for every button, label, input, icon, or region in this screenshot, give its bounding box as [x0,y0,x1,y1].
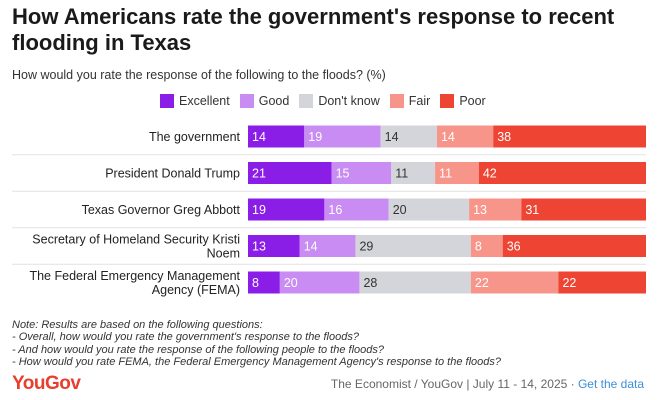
data-label: 14 [385,130,399,144]
bar-row: The government 14 19 14 14 38 [149,125,646,148]
legend-label-excellent: Excellent [179,94,230,108]
bar-segment [359,271,471,294]
bar-segment [469,198,522,221]
data-label: 11 [395,167,408,181]
legend-label-poor: Poor [459,94,486,108]
data-label: 14 [252,130,266,144]
bar-segment [248,271,280,294]
legend-item-dont-know: Don't know [299,94,380,108]
legend-item-poor: Poor [440,94,486,108]
bar-segment [248,235,300,257]
bar-segment [435,162,479,184]
legend-label-dont-know: Don't know [318,94,380,108]
bar-row: President Donald Trump 21 15 11 11 42 [105,162,646,184]
legend-label-fair: Fair [408,94,431,108]
legend-swatch-dont-know [299,94,314,108]
legend-swatch-good [239,94,254,108]
data-label: 20 [393,203,407,217]
category-label: Secretary of Homeland Security Kristi [32,233,240,247]
legend-item-good: Good [239,94,290,108]
data-label: 13 [473,203,487,217]
data-label: 28 [363,276,377,290]
category-label: The government [149,130,241,144]
get-the-data-link[interactable]: Get the data [577,377,644,391]
data-label: 14 [304,240,318,254]
data-label: 42 [483,167,497,181]
data-label: 16 [328,203,342,217]
data-label: 38 [497,130,511,144]
bar-segment [331,162,392,184]
data-label: 29 [359,240,373,254]
stacked-bar-chart: The government 14 19 14 14 38 President Donald… [12,125,646,297]
data-label: 22 [475,276,489,290]
bar-segment [478,162,646,184]
category-label: President Donald Trump [105,167,240,181]
legend-swatch-poor [440,94,455,108]
data-label: 8 [475,240,482,254]
bar-segment [470,235,503,257]
source-text: The Economist / YouGov | July 11 - 14, 2… [330,377,578,391]
note-line: Note: Results are based on the following… [12,319,263,331]
source-line: The Economist / YouGov | July 11 - 14, 2… [331,377,644,391]
bar-segment [299,235,356,257]
chart-title: How Americans rate the government's resp… [12,4,615,55]
bar-row: Secretary of Homeland Security KristiNoe… [32,233,646,261]
note-line: - Overall, how would you rate the govern… [12,331,359,344]
data-label: 15 [336,167,350,181]
note: Note: Results are based on the following… [12,319,501,369]
bar-segment [324,198,389,221]
data-label: 19 [252,203,266,217]
data-label: 13 [252,240,266,254]
bar-segment [248,125,305,148]
category-label: Texas Governor Greg Abbott [82,203,241,217]
legend-label-good: Good [258,94,290,108]
bar-segment [558,271,646,294]
data-label: 11 [439,167,452,181]
bar-segment [493,125,646,148]
bar-segment [470,271,559,294]
legend-item-excellent: Excellent [160,94,230,108]
data-label: 8 [252,276,259,290]
bar-segment [388,198,470,221]
bar-segment [248,162,332,184]
yougov-logo: YouGov [12,373,81,394]
legend-swatch-excellent [160,94,174,108]
legend: Excellent Good Don't know Fair Poor [160,94,486,108]
data-label: 21 [252,167,266,181]
category-label: Agency (FEMA) [152,283,240,297]
bar-segment [304,125,381,148]
bar-segment [391,162,436,184]
note-line: - And how would you rate the response of… [12,343,385,356]
bar-segment [436,125,494,148]
bar-segment [248,198,325,221]
legend-swatch-fair [389,94,404,108]
bar-segment [521,198,646,221]
data-label: 31 [525,203,539,217]
data-label: 19 [308,130,322,144]
bar-row: Texas Governor Greg Abbott 19 16 20 13 31 [82,198,646,221]
bar-segment [380,125,437,148]
data-label: 36 [507,240,521,254]
legend-item-fair: Fair [389,94,431,108]
data-label: 14 [441,130,455,144]
data-label: 22 [562,276,576,290]
bar-segment [355,235,471,257]
category-label: Noem [207,247,240,261]
data-label: 20 [284,276,298,290]
note-line: - How would you rate FEMA, the Federal E… [12,356,501,369]
chart-subtitle: How would you rate the response of the f… [12,68,386,82]
bar-segment [502,235,646,257]
category-label: The Federal Emergency Management [29,269,240,283]
bar-segment [279,271,360,294]
